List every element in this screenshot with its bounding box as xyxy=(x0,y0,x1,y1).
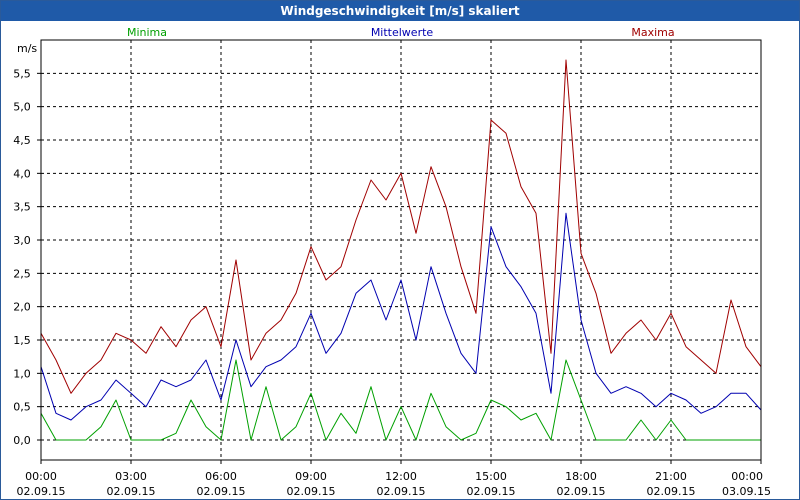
y-tick-label: 2,0 xyxy=(13,301,31,314)
x-tick-time: 00:00 xyxy=(25,470,57,483)
legend-minima: Minima xyxy=(127,26,167,39)
x-tick-time: 18:00 xyxy=(565,470,597,483)
x-tick-date: 02.09.15 xyxy=(467,485,516,498)
legend-maxima: Maxima xyxy=(631,26,674,39)
x-tick-date: 03.09.15 xyxy=(722,485,771,498)
y-tick-label: 5,0 xyxy=(13,101,31,114)
x-tick-time: 21:00 xyxy=(655,470,687,483)
y-tick-label: 3,0 xyxy=(13,234,31,247)
plot-frame xyxy=(40,39,762,461)
maxima-line xyxy=(40,59,762,394)
y-tick-label: 2,5 xyxy=(13,267,31,280)
minima-line xyxy=(40,359,761,441)
x-tick-time: 12:00 xyxy=(385,470,417,483)
y-tick-label: 0,5 xyxy=(13,401,31,414)
x-tick-time: 06:00 xyxy=(205,470,237,483)
series-lines xyxy=(40,59,762,441)
legend-mean: Mittelwerte xyxy=(371,26,434,39)
mean-line xyxy=(40,212,762,421)
y-tick-label: 1,5 xyxy=(13,334,31,347)
chart-title: Windgeschwindigkeit [m/s] skaliert xyxy=(280,4,520,18)
x-tick-date: 02.09.15 xyxy=(557,485,606,498)
x-tick-date: 02.09.15 xyxy=(287,485,336,498)
y-tick-label: 5,5 xyxy=(13,67,31,80)
x-tick-date: 02.09.15 xyxy=(647,485,696,498)
y-tick-label: 4,5 xyxy=(13,134,31,147)
y-tick-label: 3,5 xyxy=(13,201,31,214)
title-bar xyxy=(1,1,799,21)
x-tick-date: 02.09.15 xyxy=(107,485,156,498)
x-tick-time: 00:00 xyxy=(731,470,763,483)
axis-ticks: 0,0 0,5 1,0 1,5 2,0 2,5 3,0 3,5 4,0 4,5 5,0 5,5 00:0… xyxy=(13,67,771,498)
x-tick-date: 02.09.15 xyxy=(197,485,246,498)
y-axis-label: m/s xyxy=(17,42,37,55)
x-tick-time: 15:00 xyxy=(475,470,507,483)
x-tick-date: 02.09.15 xyxy=(377,485,426,498)
y-tick-label: 0,0 xyxy=(13,434,31,447)
x-tick-time: 09:00 xyxy=(295,470,327,483)
y-tick-label: 1,0 xyxy=(13,367,31,380)
x-tick-date: 02.09.15 xyxy=(17,485,66,498)
y-tick-label: 4,0 xyxy=(13,167,31,180)
x-tick-time: 03:00 xyxy=(115,470,147,483)
grid xyxy=(41,40,761,460)
